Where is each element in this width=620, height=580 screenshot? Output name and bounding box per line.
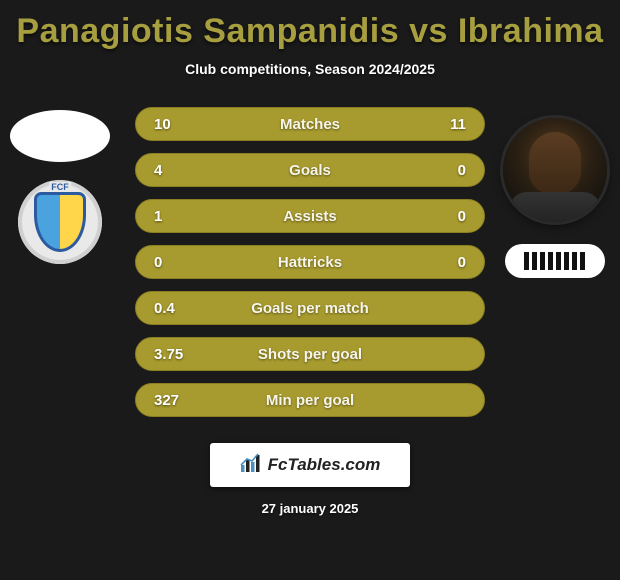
stat-label: Goals per match bbox=[194, 300, 426, 317]
stat-label: Hattricks bbox=[194, 254, 426, 271]
stat-left-value: 4 bbox=[154, 162, 194, 179]
stat-label: Assists bbox=[194, 208, 426, 225]
stat-label: Min per goal bbox=[194, 392, 426, 409]
stat-row: 1Assists0 bbox=[135, 199, 485, 233]
stat-right-value: 0 bbox=[426, 162, 466, 179]
right-player-avatar bbox=[503, 118, 607, 222]
comparison-date: 27 january 2025 bbox=[0, 501, 620, 516]
stat-row: 0.4Goals per match bbox=[135, 291, 485, 325]
right-club-badge bbox=[505, 244, 605, 278]
stat-right-value: 0 bbox=[426, 208, 466, 225]
left-club-badge: FCF bbox=[18, 180, 102, 264]
stat-right-value: 11 bbox=[426, 116, 466, 133]
left-player-column: FCF bbox=[10, 110, 110, 264]
left-player-avatar-placeholder bbox=[10, 110, 110, 162]
stat-label: Matches bbox=[194, 116, 426, 133]
stat-left-value: 1 bbox=[154, 208, 194, 225]
fcf-shield-icon: FCF bbox=[34, 192, 86, 252]
stat-left-value: 0.4 bbox=[154, 300, 194, 317]
stat-row: 3.75Shots per goal bbox=[135, 337, 485, 371]
fctables-brand-box: FcTables.com bbox=[210, 443, 410, 487]
comparison-title: Panagiotis Sampanidis vs Ibrahima bbox=[0, 0, 620, 51]
stat-left-value: 10 bbox=[154, 116, 194, 133]
right-player-column bbox=[500, 118, 610, 278]
stat-left-value: 327 bbox=[154, 392, 194, 409]
stat-left-value: 0 bbox=[154, 254, 194, 271]
stat-row: 10Matches11 bbox=[135, 107, 485, 141]
stat-right-value: 0 bbox=[426, 254, 466, 271]
stat-row: 0Hattricks0 bbox=[135, 245, 485, 279]
stat-row: 327Min per goal bbox=[135, 383, 485, 417]
stat-label: Goals bbox=[194, 162, 426, 179]
bar-chart-icon bbox=[240, 453, 262, 478]
stat-rows: 10Matches114Goals01Assists00Hattricks00.… bbox=[135, 107, 485, 417]
fcf-badge-label: FCF bbox=[49, 182, 71, 192]
fctables-brand-text: FcTables.com bbox=[268, 455, 381, 475]
stat-label: Shots per goal bbox=[194, 346, 426, 363]
stat-row: 4Goals0 bbox=[135, 153, 485, 187]
stat-left-value: 3.75 bbox=[154, 346, 194, 363]
comparison-subtitle: Club competitions, Season 2024/2025 bbox=[0, 61, 620, 77]
stripes-icon bbox=[520, 250, 590, 272]
